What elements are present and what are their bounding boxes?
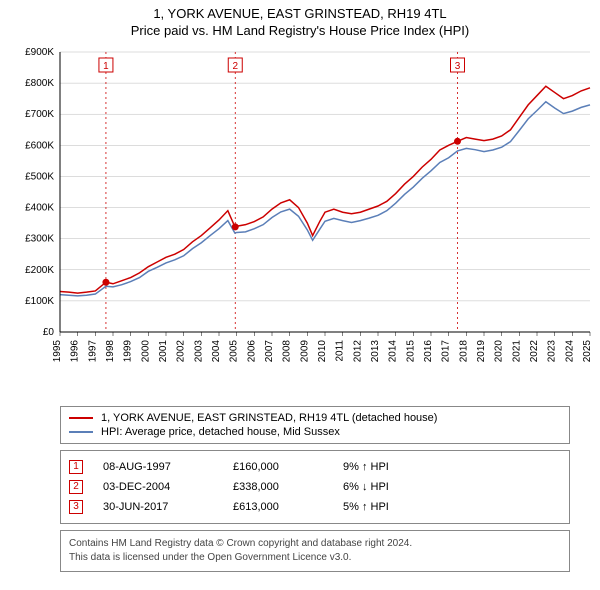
- svg-text:2022: 2022: [529, 340, 540, 363]
- svg-text:2024: 2024: [564, 340, 575, 363]
- svg-text:£900K: £900K: [25, 47, 54, 58]
- chart: £0 £100K £200K £300K £400K £500K £600K £700K £80…: [0, 42, 600, 402]
- svg-text:1998: 1998: [105, 340, 116, 363]
- svg-text:2018: 2018: [458, 340, 469, 363]
- footer-line-1: Contains HM Land Registry data © Crown c…: [69, 537, 561, 551]
- svg-text:2017: 2017: [441, 340, 452, 363]
- svg-text:3: 3: [455, 61, 461, 72]
- legend: 1, YORK AVENUE, EAST GRINSTEAD, RH19 4TL…: [60, 406, 570, 444]
- svg-text:2021: 2021: [511, 340, 522, 363]
- svg-text:2014: 2014: [388, 340, 399, 363]
- svg-text:1997: 1997: [87, 340, 98, 363]
- svg-text:2019: 2019: [476, 340, 487, 363]
- footer-line-2: This data is licensed under the Open Gov…: [69, 551, 561, 565]
- svg-text:2013: 2013: [370, 340, 381, 363]
- svg-text:2008: 2008: [282, 340, 293, 363]
- svg-text:2020: 2020: [494, 340, 505, 363]
- event-row: 2 03-DEC-2004 £338,000 6% ↓ HPI: [69, 477, 561, 497]
- svg-text:1: 1: [103, 61, 109, 72]
- svg-text:2009: 2009: [299, 340, 310, 363]
- titles: 1, YORK AVENUE, EAST GRINSTEAD, RH19 4TL…: [0, 0, 600, 42]
- legend-label: 1, YORK AVENUE, EAST GRINSTEAD, RH19 4TL…: [101, 412, 437, 424]
- svg-text:2000: 2000: [140, 340, 151, 363]
- svg-text:£700K: £700K: [25, 109, 54, 120]
- chart-container: 1, YORK AVENUE, EAST GRINSTEAD, RH19 4TL…: [0, 0, 600, 572]
- title-line-1: 1, YORK AVENUE, EAST GRINSTEAD, RH19 4TL: [0, 6, 600, 21]
- event-price: £160,000: [233, 461, 333, 473]
- svg-text:2011: 2011: [335, 340, 346, 362]
- svg-text:2025: 2025: [582, 340, 593, 363]
- event-price: £613,000: [233, 501, 333, 513]
- event-row: 1 08-AUG-1997 £160,000 9% ↑ HPI: [69, 457, 561, 477]
- legend-item: HPI: Average price, detached house, Mid …: [69, 425, 561, 439]
- legend-swatch: [69, 417, 93, 419]
- svg-text:2: 2: [232, 61, 238, 72]
- legend-label: HPI: Average price, detached house, Mid …: [101, 426, 340, 438]
- svg-text:£500K: £500K: [25, 171, 54, 182]
- title-line-2: Price paid vs. HM Land Registry's House …: [0, 23, 600, 38]
- svg-text:2012: 2012: [352, 340, 363, 363]
- svg-text:2004: 2004: [211, 340, 222, 363]
- svg-text:2010: 2010: [317, 340, 328, 363]
- svg-text:1999: 1999: [123, 340, 134, 363]
- event-date: 30-JUN-2017: [103, 501, 223, 513]
- event-row: 3 30-JUN-2017 £613,000 5% ↑ HPI: [69, 497, 561, 517]
- event-marker: 3: [69, 500, 83, 514]
- svg-text:2007: 2007: [264, 340, 275, 363]
- chart-svg: £0 £100K £200K £300K £400K £500K £600K £700K £80…: [0, 42, 600, 402]
- svg-text:2015: 2015: [405, 340, 416, 363]
- svg-text:£100K: £100K: [25, 296, 54, 307]
- svg-text:£200K: £200K: [25, 265, 54, 276]
- svg-text:£300K: £300K: [25, 234, 54, 245]
- event-marker: 1: [69, 460, 83, 474]
- svg-text:2023: 2023: [547, 340, 558, 363]
- event-delta: 6% ↓ HPI: [343, 481, 433, 493]
- svg-text:1996: 1996: [70, 340, 81, 363]
- event-date: 03-DEC-2004: [103, 481, 223, 493]
- footer: Contains HM Land Registry data © Crown c…: [60, 530, 570, 572]
- svg-text:£600K: £600K: [25, 140, 54, 151]
- svg-text:2016: 2016: [423, 340, 434, 363]
- svg-text:£400K: £400K: [25, 203, 54, 214]
- svg-text:2005: 2005: [229, 340, 240, 363]
- event-date: 08-AUG-1997: [103, 461, 223, 473]
- svg-text:2003: 2003: [193, 340, 204, 363]
- svg-text:£0: £0: [43, 327, 55, 338]
- legend-swatch: [69, 431, 93, 433]
- event-price: £338,000: [233, 481, 333, 493]
- svg-text:2001: 2001: [158, 340, 169, 363]
- event-delta: 5% ↑ HPI: [343, 501, 433, 513]
- events-table: 1 08-AUG-1997 £160,000 9% ↑ HPI 2 03-DEC…: [60, 450, 570, 524]
- svg-text:1995: 1995: [52, 340, 63, 363]
- legend-item: 1, YORK AVENUE, EAST GRINSTEAD, RH19 4TL…: [69, 411, 561, 425]
- event-marker: 2: [69, 480, 83, 494]
- event-delta: 9% ↑ HPI: [343, 461, 433, 473]
- svg-text:2002: 2002: [176, 340, 187, 363]
- svg-text:2006: 2006: [246, 340, 257, 363]
- svg-text:£800K: £800K: [25, 78, 54, 89]
